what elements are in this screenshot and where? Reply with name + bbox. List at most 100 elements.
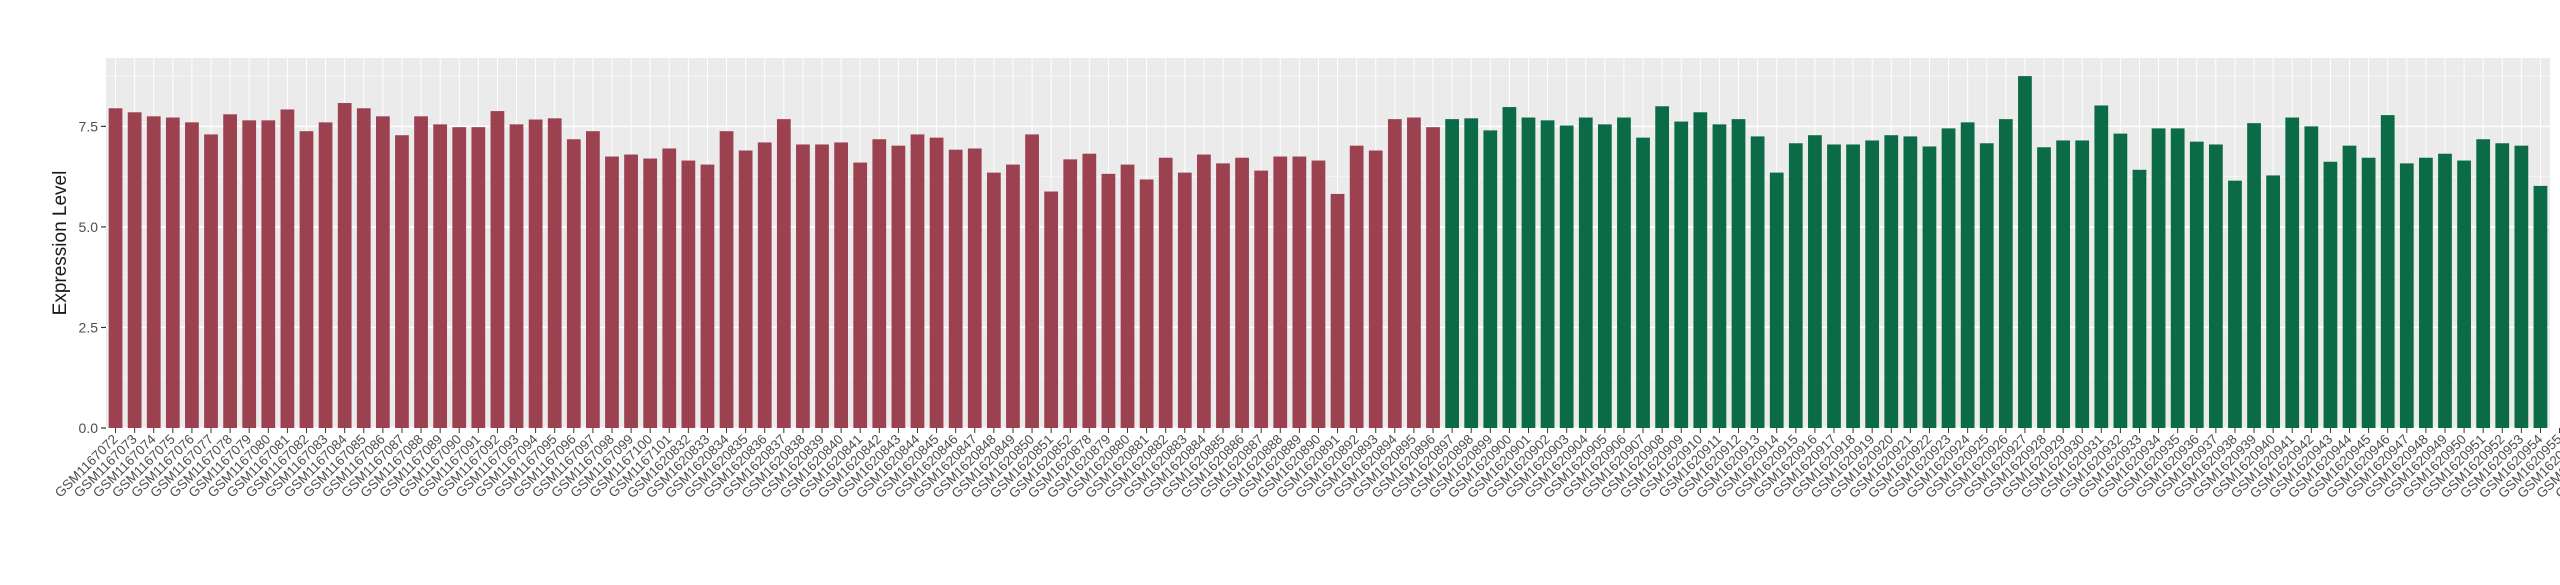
bar <box>1407 117 1421 429</box>
bar <box>2495 143 2510 428</box>
bar <box>700 164 715 428</box>
bar <box>1063 159 1078 428</box>
bar <box>1368 150 1383 428</box>
bar <box>2323 161 2338 428</box>
bar <box>2132 169 2147 429</box>
bar <box>2533 185 2548 428</box>
bar <box>757 142 772 428</box>
bar <box>2419 157 2433 429</box>
bar <box>490 111 505 428</box>
bar <box>1521 117 1536 429</box>
bar <box>1254 170 1269 429</box>
bar <box>1216 163 1230 428</box>
y-tick-label: 5.0 <box>79 219 99 235</box>
bar <box>1483 130 1498 428</box>
bar <box>1044 191 1059 428</box>
y-axis: 0.0 2.5 5.0 7.5 <box>79 118 106 436</box>
bar <box>986 172 1001 428</box>
bar <box>528 119 543 428</box>
bar <box>1311 160 1326 429</box>
bar <box>1750 136 1765 429</box>
bar <box>280 109 295 428</box>
bar <box>433 124 448 429</box>
bar <box>2304 126 2319 429</box>
bar <box>2514 145 2529 429</box>
bar <box>2189 141 2204 428</box>
bar <box>2228 180 2242 428</box>
bar <box>2170 128 2185 428</box>
bar <box>2208 144 2223 428</box>
bar <box>1292 156 1307 428</box>
bar <box>1330 193 1345 428</box>
bar <box>1177 172 1192 428</box>
bar <box>2342 145 2357 429</box>
bar <box>242 120 257 428</box>
bar <box>1426 127 1440 429</box>
bar <box>2113 133 2128 429</box>
bar <box>624 154 638 428</box>
bar <box>1025 134 1039 428</box>
bar <box>1903 136 1918 429</box>
bar <box>1235 157 1249 429</box>
bar <box>1197 154 1211 428</box>
y-axis-label: Expression Level <box>50 171 71 316</box>
bar <box>509 124 524 429</box>
bar <box>891 145 906 429</box>
bar <box>204 134 218 428</box>
bar <box>356 108 371 429</box>
bar <box>337 103 352 428</box>
bar <box>586 131 600 428</box>
bar <box>165 117 180 429</box>
bar <box>1979 143 1994 428</box>
bar <box>1158 157 1173 429</box>
bar <box>1139 179 1154 428</box>
bar <box>1655 106 1670 428</box>
y-tick-label: 7.5 <box>79 118 99 134</box>
bar <box>2361 157 2376 429</box>
bar <box>1998 119 2013 428</box>
bar <box>127 112 142 428</box>
bar <box>1846 144 1860 428</box>
bar <box>738 150 753 428</box>
bar <box>1006 164 1020 428</box>
bar <box>1464 118 1479 428</box>
bar <box>566 139 581 429</box>
bar <box>2399 163 2414 428</box>
bar <box>1941 128 1956 428</box>
bar <box>1712 124 1727 429</box>
bar <box>261 120 276 428</box>
bar <box>910 134 925 428</box>
bar <box>1540 120 1555 428</box>
bar <box>471 127 486 429</box>
bar <box>2285 117 2300 429</box>
y-tick-label: 0.0 <box>79 420 99 436</box>
bar <box>1502 107 1517 428</box>
bar <box>1827 144 1841 428</box>
bar <box>1960 122 1975 428</box>
bar <box>853 162 868 428</box>
bar <box>1445 119 1459 428</box>
bar <box>2247 123 2261 429</box>
bar <box>2075 140 2090 428</box>
bar <box>948 149 963 428</box>
bar <box>547 118 562 428</box>
bar <box>223 114 237 429</box>
bar <box>1349 145 1364 429</box>
bar <box>1884 135 1899 428</box>
bar <box>1387 119 1402 428</box>
bar <box>1808 135 1822 428</box>
bar <box>1082 153 1097 428</box>
bar <box>1731 119 1746 428</box>
bar <box>1788 143 1803 428</box>
bar <box>1101 173 1116 428</box>
bar <box>1120 164 1135 428</box>
bar <box>1597 124 1612 429</box>
bar <box>414 116 428 428</box>
bar <box>185 122 199 428</box>
bar <box>452 127 467 429</box>
bar <box>1865 140 1880 428</box>
bar <box>929 137 944 428</box>
bar <box>1636 137 1650 428</box>
bar <box>796 144 810 428</box>
